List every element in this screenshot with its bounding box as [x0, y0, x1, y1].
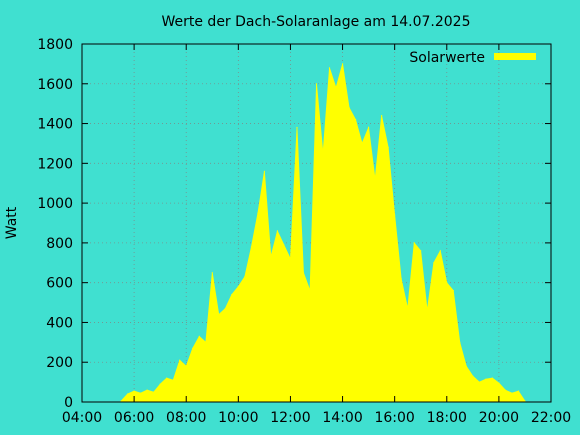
data-point: [478, 381, 480, 383]
plot-frame: [81, 43, 552, 403]
data-point: [198, 335, 200, 337]
legend-label: Solarwerte: [409, 50, 485, 66]
data-point: [328, 67, 331, 69]
x-tick-label: 16:00: [374, 410, 414, 426]
data-point: [185, 365, 187, 367]
data-point: [140, 392, 142, 394]
x-tick-labels: 04:00 06:00 08:00 10:00 12:00 14:00 16:00 18:00…: [62, 410, 571, 426]
data-point: [452, 290, 454, 292]
data-point: [211, 272, 213, 274]
data-point: [250, 246, 252, 248]
data-point: [133, 390, 135, 392]
data-area: [120, 63, 526, 403]
data-point: [322, 152, 324, 154]
data-point: [524, 400, 526, 402]
x-tick-label: 10:00: [218, 410, 258, 426]
data-point: [224, 307, 226, 310]
x-tick-label: 04:00: [62, 410, 102, 426]
data-point: [374, 178, 376, 180]
data-point: [381, 115, 383, 117]
data-point: [387, 146, 389, 148]
data-point: [420, 250, 422, 252]
data-point: [205, 341, 207, 343]
data-point: [426, 309, 428, 312]
data-point: [342, 63, 344, 65]
x-tick-label: 18:00: [427, 410, 467, 426]
chart-title: Werte der Dach-Solaranlage am 14.07.2025: [161, 14, 470, 30]
data-point: [172, 379, 174, 381]
data-point: [517, 390, 520, 392]
data-point: [283, 244, 285, 246]
y-tick-label: 600: [46, 276, 73, 292]
legend: Solarwerte: [409, 50, 536, 66]
y-tick-label: 1800: [37, 37, 73, 53]
data-point: [276, 230, 278, 232]
data-point: [335, 87, 337, 89]
data-point: [192, 347, 194, 349]
data-point: [120, 400, 122, 402]
y-tick-label: 1400: [37, 117, 73, 133]
y-tick-label: 0: [64, 395, 73, 411]
data-point: [394, 214, 396, 216]
data-point: [446, 282, 448, 284]
y-tick-label: 1000: [37, 196, 73, 212]
x-tick-label: 20:00: [479, 410, 519, 426]
data-point: [237, 286, 239, 288]
data-point: [348, 107, 350, 109]
data-point: [400, 278, 402, 280]
data-point: [302, 272, 305, 274]
y-tick-label: 200: [46, 355, 73, 371]
data-point: [361, 142, 363, 144]
data-point: [413, 242, 415, 244]
data-point: [368, 126, 370, 129]
x-tick-label: 22:00: [531, 410, 571, 426]
data-point: [315, 83, 318, 85]
data-point: [270, 256, 272, 258]
data-point: [166, 377, 168, 379]
data-point: [153, 391, 155, 393]
data-point: [146, 389, 148, 391]
data-point: [355, 119, 357, 121]
data-point: [127, 393, 129, 395]
y-tick-labels: 0 200 400 600 800 1000 1200 1400 1600 1800: [37, 37, 73, 411]
y-tick-label: 400: [46, 315, 73, 331]
x-tick-label: 12:00: [270, 410, 310, 426]
x-tick-label: 14:00: [322, 410, 362, 426]
data-point: [504, 389, 506, 391]
data-point: [407, 307, 409, 310]
x-tick-label: 08:00: [166, 410, 206, 426]
data-point: [231, 294, 233, 296]
data-point: [218, 313, 220, 316]
legend-swatch: [494, 53, 536, 60]
axis-ticks: [81, 43, 552, 403]
data-point: [498, 382, 500, 384]
data-point: [296, 126, 298, 129]
data-point: [459, 341, 461, 343]
data-point: [439, 250, 441, 252]
y-tick-label: 1600: [37, 77, 73, 93]
data-point: [244, 276, 246, 278]
data-point: [263, 170, 265, 172]
x-tick-label: 06:00: [114, 410, 154, 426]
y-tick-label: 800: [46, 236, 73, 252]
data-point: [179, 359, 181, 361]
data-point: [309, 290, 311, 292]
series-area-solarwerte: [120, 63, 526, 403]
data-point: [491, 377, 493, 379]
data-point: [289, 258, 291, 260]
data-point: [159, 383, 161, 385]
data-point: [257, 212, 259, 214]
data-point: [511, 392, 513, 394]
data-point: [472, 375, 474, 377]
data-point: [465, 365, 467, 367]
y-tick-label: 1200: [37, 156, 73, 172]
data-point: [485, 378, 487, 380]
data-point: [433, 262, 435, 264]
y-axis-title: Watt: [4, 206, 20, 239]
